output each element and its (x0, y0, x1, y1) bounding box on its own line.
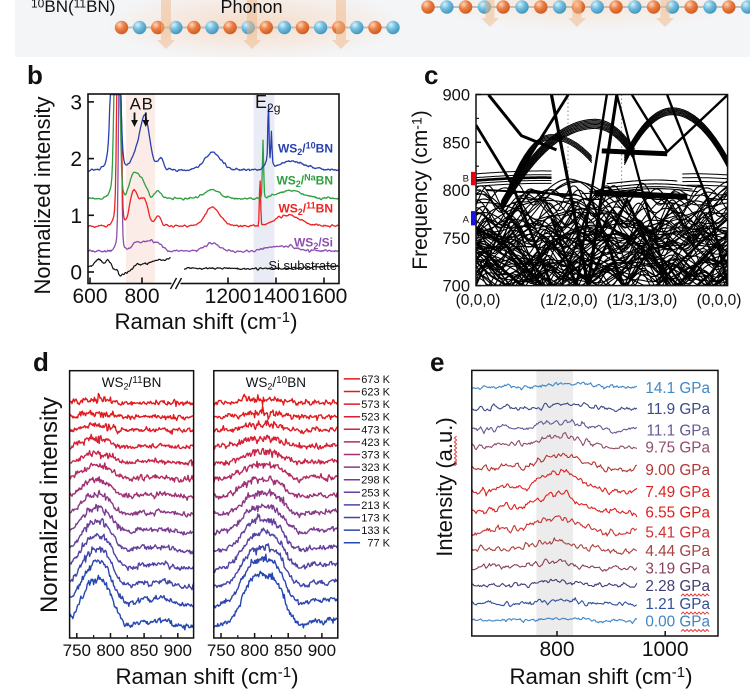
svg-text:5.41 GPa: 5.41 GPa (645, 525, 710, 542)
svg-text:(0,0,0): (0,0,0) (456, 292, 501, 309)
svg-text:77 K: 77 K (367, 538, 390, 550)
svg-text:(1/2,0,0): (1/2,0,0) (540, 292, 598, 309)
svg-text:750: 750 (442, 230, 470, 248)
svg-text:800: 800 (442, 182, 470, 200)
svg-text:850: 850 (442, 134, 470, 152)
svg-text:4.44 GPa: 4.44 GPa (645, 543, 710, 560)
svg-text:c: c (424, 60, 438, 90)
svg-text:6.55 GPa: 6.55 GPa (645, 505, 710, 522)
svg-text:673 K: 673 K (361, 374, 390, 386)
svg-text:133 K: 133 K (361, 525, 390, 537)
svg-text:b: b (27, 60, 43, 90)
svg-text:173 K: 173 K (361, 513, 390, 525)
svg-text:9.75 GPa: 9.75 GPa (645, 440, 710, 457)
svg-text:373 K: 373 K (361, 450, 390, 462)
svg-text:d: d (33, 347, 49, 377)
svg-text:2.28 GPa: 2.28 GPa (645, 578, 710, 595)
svg-text:623 K: 623 K (361, 387, 390, 399)
svg-text:1000: 1000 (642, 638, 689, 661)
svg-text:850: 850 (130, 641, 158, 660)
svg-text:800: 800 (539, 638, 574, 661)
svg-text:2: 2 (70, 148, 82, 171)
svg-text:0.00 GPa: 0.00 GPa (645, 614, 710, 631)
svg-text:423 K: 423 K (361, 437, 390, 449)
svg-text:1400: 1400 (253, 285, 300, 308)
svg-text:Raman shift (cm-1): Raman shift (cm-1) (509, 664, 692, 689)
svg-text:7.49 GPa: 7.49 GPa (645, 484, 710, 501)
svg-text:Normalized intensity: Normalized intensity (30, 96, 55, 294)
svg-text:(1/3,1/3,0): (1/3,1/3,0) (607, 292, 678, 309)
svg-text:323 K: 323 K (361, 462, 390, 474)
svg-text:900: 900 (164, 641, 192, 660)
svg-text:800: 800 (124, 285, 159, 308)
svg-text:A: A (130, 95, 142, 114)
svg-text:WS2/10BN: WS2/10BN (246, 375, 306, 392)
svg-text:Phonon: Phonon (220, 0, 282, 17)
svg-text:(0,0,0): (0,0,0) (697, 292, 742, 309)
svg-text:3: 3 (70, 91, 82, 114)
svg-text:800: 800 (240, 641, 268, 660)
svg-text:600: 600 (72, 285, 107, 308)
svg-text:213 K: 213 K (361, 500, 390, 512)
svg-text:1200: 1200 (205, 285, 252, 308)
svg-text:1.21 GPa: 1.21 GPa (645, 596, 710, 613)
svg-text:0: 0 (70, 262, 82, 285)
svg-text:750: 750 (63, 641, 91, 660)
svg-text:298 K: 298 K (361, 475, 390, 487)
svg-text:WS2/NaBN: WS2/NaBN (276, 173, 333, 190)
svg-text:523 K: 523 K (361, 412, 390, 424)
svg-text:11.1 GPa: 11.1 GPa (647, 422, 711, 439)
svg-text:WS2/11BN: WS2/11BN (278, 201, 333, 218)
svg-text:A: A (463, 215, 470, 226)
svg-text:800: 800 (96, 641, 124, 660)
svg-text:Frequency (cm-1): Frequency (cm-1) (409, 110, 433, 270)
svg-text:WS2/Si: WS2/Si (294, 236, 333, 252)
svg-text:573 K: 573 K (361, 399, 390, 411)
svg-text:e: e (430, 347, 444, 377)
svg-text:B: B (142, 95, 153, 114)
svg-text:700: 700 (442, 278, 470, 296)
svg-text:10BN(11BN): 10BN(11BN) (31, 0, 115, 16)
svg-text:1600: 1600 (301, 285, 348, 308)
svg-text:9.00 GPa: 9.00 GPa (645, 462, 710, 479)
svg-text:WS2/11BN: WS2/11BN (102, 375, 162, 392)
svg-text:B: B (463, 174, 469, 185)
svg-text:253 K: 253 K (361, 487, 390, 499)
svg-text:473 K: 473 K (361, 424, 390, 436)
svg-text:900: 900 (308, 641, 336, 660)
svg-text:WS2/10BN: WS2/10BN (278, 141, 333, 158)
svg-text:Raman shift (cm-1): Raman shift (cm-1) (114, 309, 297, 334)
svg-text:1: 1 (70, 205, 82, 228)
svg-text:900: 900 (442, 87, 470, 105)
svg-text:Raman shift (cm-1): Raman shift (cm-1) (115, 664, 298, 689)
svg-text:850: 850 (274, 641, 302, 660)
svg-text:Si substrate: Si substrate (268, 258, 337, 273)
svg-text:3.19 GPa: 3.19 GPa (645, 561, 710, 578)
svg-text:Intensity (a.u.): Intensity (a.u.) (432, 417, 457, 556)
svg-text:11.9 GPa: 11.9 GPa (647, 401, 711, 418)
svg-text:14.1 GPa: 14.1 GPa (645, 380, 710, 397)
svg-text:750: 750 (207, 641, 235, 660)
svg-text:Normalized intensity: Normalized intensity (36, 397, 63, 613)
